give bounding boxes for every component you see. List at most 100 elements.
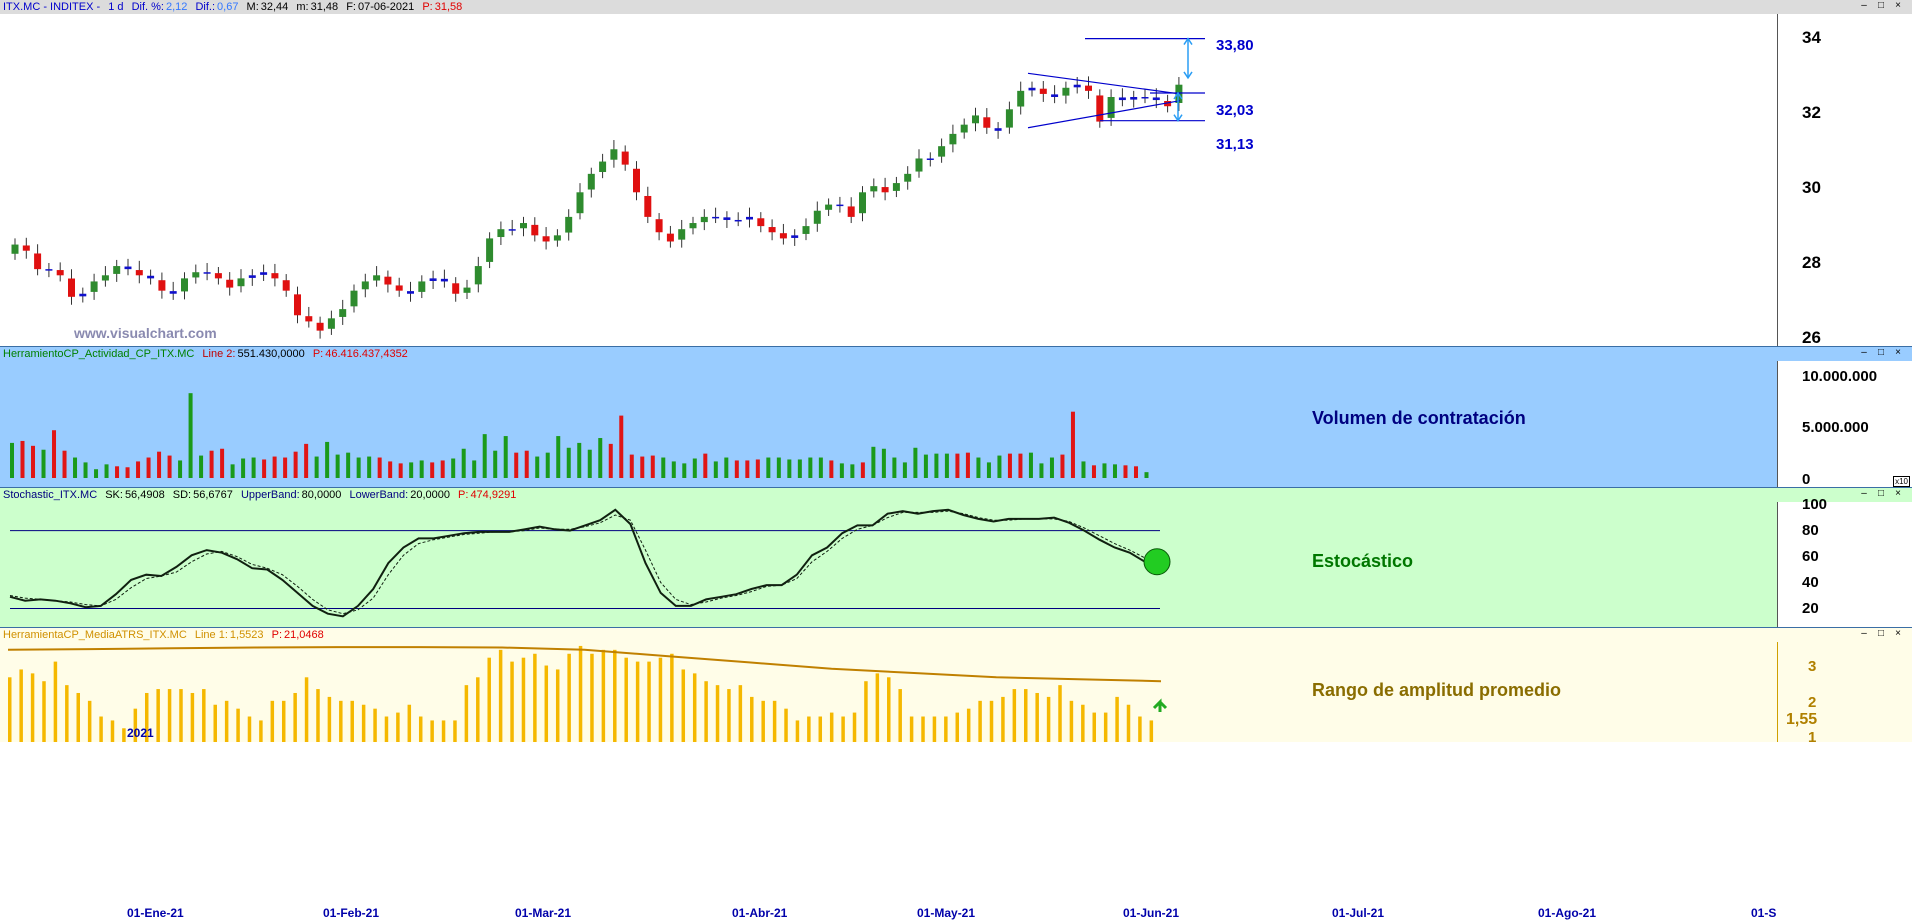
stoch-tick: 100 bbox=[1802, 496, 1828, 513]
candle-body bbox=[1028, 87, 1036, 91]
volume-bar bbox=[881, 448, 886, 478]
volume-p-label: P: bbox=[312, 348, 324, 360]
volume-bar bbox=[997, 455, 1002, 478]
candle-body bbox=[859, 192, 866, 214]
volume-axis[interactable]: 10.000.000 5.000.000 0 x10 bbox=[1777, 361, 1912, 488]
volume-chart[interactable] bbox=[0, 347, 1778, 488]
stoch-axis[interactable]: 100 80 60 40 20 bbox=[1777, 496, 1912, 628]
volume-bar bbox=[640, 456, 645, 478]
atr-bar bbox=[989, 700, 994, 742]
maximize-icon[interactable]: □ bbox=[1877, 628, 1885, 639]
minimize-icon[interactable]: – bbox=[1861, 0, 1867, 11]
atr-bar bbox=[590, 653, 594, 742]
volume-bar bbox=[419, 460, 424, 478]
volume-bar bbox=[902, 462, 907, 478]
atr-bar bbox=[875, 673, 880, 742]
candle-body bbox=[34, 253, 42, 270]
close-icon[interactable]: × bbox=[1895, 628, 1901, 639]
watermark: www.visualchart.com bbox=[74, 325, 217, 341]
minimize-icon[interactable]: – bbox=[1861, 628, 1867, 639]
atr-bar bbox=[304, 677, 309, 742]
atr-chart[interactable] bbox=[0, 628, 1778, 742]
volume-bar bbox=[94, 469, 99, 478]
volume-bar bbox=[1091, 465, 1096, 478]
minimize-icon[interactable]: – bbox=[1861, 347, 1867, 358]
volume-bar bbox=[199, 455, 204, 478]
candle-body bbox=[723, 217, 731, 220]
maximize-icon[interactable]: □ bbox=[1877, 0, 1885, 11]
atr-header: HerramientaCP_MediaATRS_ITX.MC Line 1: 1,… bbox=[0, 628, 1912, 642]
candle-body bbox=[892, 183, 900, 191]
candle-body bbox=[101, 275, 109, 281]
volume-tick: 10.000.000 bbox=[1802, 368, 1878, 385]
atr-bar bbox=[887, 677, 891, 742]
candle-body bbox=[1039, 88, 1047, 94]
volume-bar bbox=[409, 462, 414, 478]
stoch-pane[interactable]: Stochastic_ITX.MC SK: 56,4908 SD: 56,6767 … bbox=[0, 487, 1912, 628]
price-pane[interactable]: ITX.MC - INDITEX - 1 d Dif. %: 2,12 Dif.:… bbox=[0, 0, 1912, 346]
candle-body bbox=[90, 281, 98, 292]
candle-body bbox=[768, 227, 776, 233]
volume-bar bbox=[1123, 465, 1128, 478]
volume-bar bbox=[787, 459, 792, 478]
candle-body bbox=[1005, 109, 1013, 128]
symbol-label: ITX.MC - INDITEX - bbox=[3, 1, 101, 13]
minimize-icon[interactable]: – bbox=[1861, 488, 1867, 499]
maximize-icon[interactable]: □ bbox=[1877, 488, 1885, 499]
candle-body bbox=[1062, 87, 1070, 96]
stoch-chart[interactable] bbox=[0, 488, 1778, 628]
volume-bar bbox=[892, 457, 897, 478]
volume-pane[interactable]: HerramientoCP_Actividad_CP_ITX.MC Line 2… bbox=[0, 346, 1912, 488]
stoch-tick: 60 bbox=[1802, 548, 1819, 565]
volume-bar bbox=[703, 453, 708, 478]
volume-bar bbox=[934, 453, 939, 478]
volume-bar bbox=[167, 455, 172, 478]
candle-body bbox=[983, 117, 991, 128]
close-icon[interactable]: × bbox=[1895, 0, 1901, 11]
volume-bar bbox=[146, 457, 151, 478]
maximize-icon[interactable]: □ bbox=[1877, 347, 1885, 358]
atr-bar bbox=[53, 661, 58, 742]
volume-bar bbox=[430, 462, 435, 478]
volume-bar bbox=[734, 460, 739, 478]
candle-body bbox=[271, 273, 279, 279]
volume-bar bbox=[1144, 472, 1149, 478]
atr-axis[interactable]: 3 2 1 1,55 bbox=[1777, 642, 1912, 742]
x-axis-label: 01-Jul-21 bbox=[1332, 906, 1385, 920]
support-label: 31,13 bbox=[1216, 136, 1254, 153]
atr-last-value: 1,55 bbox=[1786, 711, 1818, 729]
atr-bar bbox=[236, 708, 240, 742]
volume-bar bbox=[724, 457, 729, 478]
candle-body bbox=[305, 316, 313, 322]
candle-body bbox=[813, 210, 821, 224]
atr-pane[interactable]: HerramientaCP_MediaATRS_ITX.MC Line 1: 1,… bbox=[0, 627, 1912, 742]
volume-bar bbox=[766, 457, 771, 478]
volume-bar bbox=[1049, 457, 1054, 478]
atr-bar bbox=[1024, 689, 1028, 742]
price-chart[interactable] bbox=[0, 0, 1778, 346]
candle-body bbox=[429, 278, 437, 281]
candle-body bbox=[734, 219, 742, 222]
atr-bar bbox=[601, 649, 606, 742]
atr-bar bbox=[533, 653, 537, 742]
candle-body bbox=[542, 236, 550, 242]
volume-bar bbox=[377, 457, 382, 478]
close-icon[interactable]: × bbox=[1895, 347, 1901, 358]
volume-bar bbox=[850, 464, 855, 478]
atr-bar bbox=[87, 700, 92, 742]
candle-body bbox=[169, 291, 177, 294]
price-axis[interactable]: 34 32 30 28 26 24 bbox=[1777, 14, 1912, 346]
atr-bar bbox=[167, 689, 172, 742]
atr-bar bbox=[407, 704, 412, 742]
volume-bar bbox=[188, 393, 193, 478]
x-axis: 01-Ene-21 01-Feb-21 01-Mar-21 01-Abr-21 … bbox=[0, 904, 1912, 922]
volume-bar bbox=[913, 447, 918, 478]
volume-bar bbox=[1039, 463, 1044, 478]
close-icon[interactable]: × bbox=[1895, 488, 1901, 499]
atr-bar bbox=[396, 712, 400, 742]
ub-label: UpperBand: bbox=[240, 489, 300, 501]
atr-bar bbox=[1092, 712, 1097, 742]
volume-bar bbox=[346, 452, 351, 478]
volume-bar bbox=[482, 434, 487, 478]
stoch-line-sd bbox=[9, 510, 1161, 615]
